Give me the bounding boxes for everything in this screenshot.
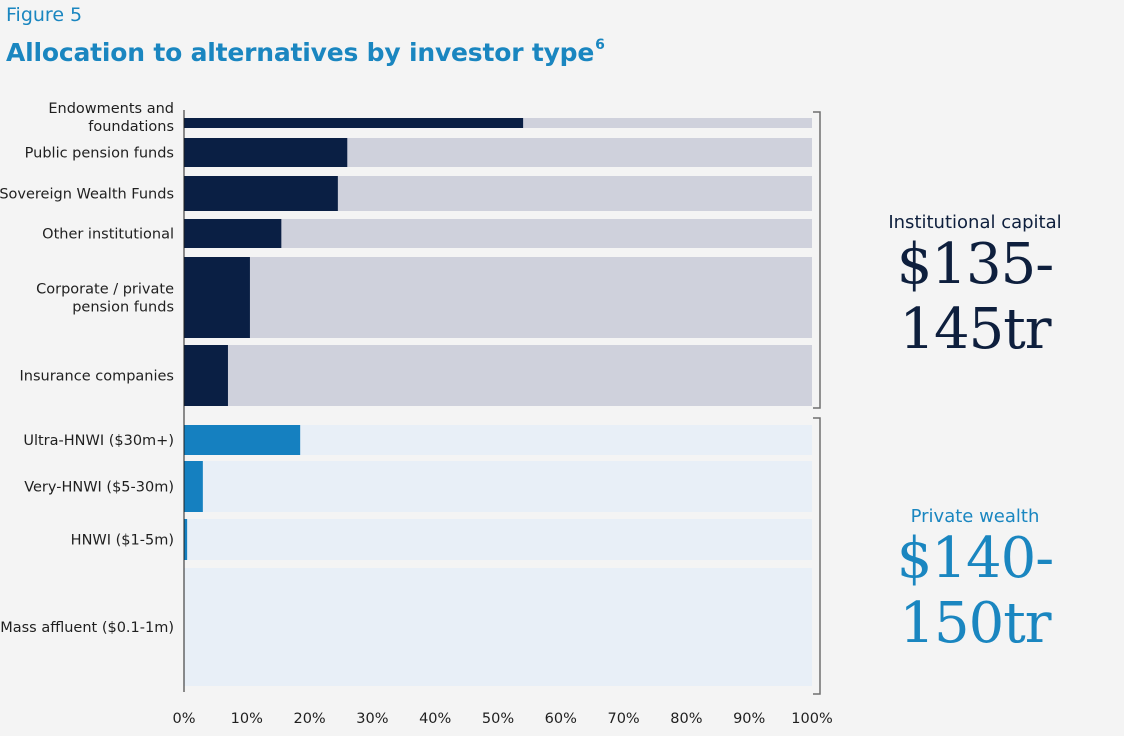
x-tick-label-60pct: 60% (545, 711, 577, 727)
bar-insurance-companies (184, 345, 228, 406)
bar-ultra-hnwi-30m (184, 425, 301, 455)
x-tick-label-70pct: 70% (607, 711, 639, 727)
bar-corporate-private-pension-funds (184, 257, 250, 338)
x-tick-label-80pct: 80% (670, 711, 702, 727)
x-tick-label-10pct: 10% (231, 711, 263, 727)
x-tick-label-30pct: 30% (356, 711, 388, 727)
category-label-hnwi-1-5m: HNWI ($1-5m) (71, 533, 174, 549)
private-wealth-amount: $140-150tr (896, 526, 1054, 656)
x-tick-label-50pct: 50% (482, 711, 514, 727)
chart-title: Allocation to alternatives by investor t… (6, 37, 605, 67)
category-label-very-hnwi-5-30m: Very-HNWI ($5-30m) (24, 480, 174, 496)
bar-track-very-hnwi-5-30m (184, 461, 812, 512)
figure-label: Figure 5 (6, 4, 83, 26)
bar-track-other-institutional (184, 219, 812, 248)
category-label-public-pension-funds: Public pension funds (25, 146, 174, 162)
bar-public-pension-funds (184, 138, 348, 167)
category-label-endowments-and-foundations: Endowments and foundations (48, 101, 174, 135)
institutional-bracket (813, 111, 821, 409)
bar-track-corporate-private-pension-funds (184, 257, 812, 338)
bar-endowments-and-foundations (184, 118, 524, 128)
bar-very-hnwi-5-30m (184, 461, 203, 512)
x-tick-label-90pct: 90% (733, 711, 765, 727)
category-label-sovereign-wealth-funds: Sovereign Wealth Funds (0, 187, 174, 203)
category-label-mass-affluent-0-1-1m: Mass affluent ($0.1-1m) (0, 620, 174, 636)
private-wealth-bracket (813, 417, 821, 695)
institutional-capital-label: Institutional capital (888, 212, 1062, 233)
x-tick-label-20pct: 20% (293, 711, 325, 727)
x-tick-label-40pct: 40% (419, 711, 451, 727)
x-tick-label-100pct: 100% (791, 711, 832, 727)
bar-track-hnwi-1-5m (184, 519, 812, 560)
x-tick-label-0pct: 0% (172, 711, 195, 727)
private-wealth-label: Private wealth (910, 506, 1040, 527)
bar-track-mass-affluent-0-1-1m (184, 568, 812, 686)
bar-hnwi-1-5m (184, 519, 188, 560)
institutional-capital-amount: $135-145tr (896, 232, 1054, 362)
bar-track-insurance-companies (184, 345, 812, 406)
title-footnote: 6 (595, 37, 605, 53)
category-label-insurance-companies: Insurance companies (19, 369, 174, 385)
bar-other-institutional (184, 219, 282, 248)
category-label-ultra-hnwi-30m: Ultra-HNWI ($30m+) (23, 433, 174, 449)
category-label-corporate-private-pension-funds: Corporate / private pension funds (36, 282, 174, 316)
category-label-other-institutional: Other institutional (42, 227, 174, 243)
bar-sovereign-wealth-funds (184, 176, 338, 211)
chart-title-text: Allocation to alternatives by investor t… (6, 38, 595, 67)
